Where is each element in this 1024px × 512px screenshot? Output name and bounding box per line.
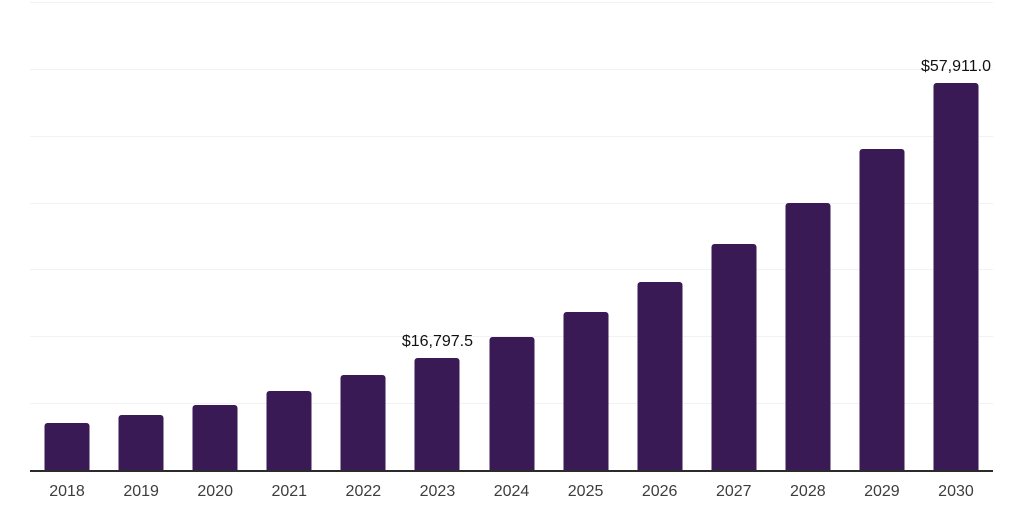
bar-value-label-2023: $16,797.5 — [401, 332, 474, 350]
bar-slot-2028 — [771, 2, 845, 470]
x-axis-label-2030: 2030 — [938, 483, 974, 500]
x-axis: 2018 2019 2020 2021 2022 2023 2024 2025 2026 2027… — [30, 484, 993, 500]
gridline — [30, 269, 993, 270]
bar-2025 — [563, 312, 609, 470]
bar-slot-2029 — [845, 2, 919, 470]
bar-slot-2018 — [30, 2, 104, 470]
bar-slot-2025 — [549, 2, 623, 470]
bar-2027 — [711, 244, 757, 470]
x-axis-label-2027: 2027 — [715, 483, 752, 500]
gridline — [30, 69, 993, 70]
bar-2018 — [44, 422, 90, 470]
x-axis-label-2022: 2022 — [345, 483, 382, 500]
x-axis-label-2020: 2020 — [197, 483, 233, 500]
bar-slot-2027 — [697, 2, 771, 470]
bar-2019 — [118, 415, 164, 470]
x-axis-label-2026: 2026 — [641, 483, 678, 500]
gridline — [30, 203, 993, 204]
bar-slot-2026 — [623, 2, 697, 470]
bar-2022 — [340, 375, 386, 470]
x-axis-label-2029: 2029 — [864, 483, 900, 500]
bar-slot-2030: $57,911.0 — [919, 2, 993, 470]
gridline — [30, 2, 993, 3]
bar-slot-2024 — [474, 2, 548, 470]
x-axis-label-2023: 2023 — [419, 483, 456, 500]
x-axis-label-2021: 2021 — [271, 483, 308, 500]
gridline — [30, 136, 993, 137]
bar-2029 — [859, 148, 905, 470]
gridline — [30, 336, 993, 337]
bar-slot-2023: $16,797.5 — [400, 2, 474, 470]
x-axis-label-2025: 2025 — [567, 483, 604, 500]
bar-slot-2021 — [252, 2, 326, 470]
chart-plot-area: $16,797.5 $57,911.0 — [30, 2, 993, 472]
bar-slot-2019 — [104, 2, 178, 470]
bar-series: $16,797.5 $57,911.0 — [30, 2, 993, 470]
bar-2021 — [266, 391, 312, 470]
bar-2024 — [489, 337, 534, 470]
bar-2023 — [414, 357, 460, 470]
bar-slot-2020 — [178, 2, 252, 470]
bar-2020 — [192, 404, 238, 470]
x-axis-label-2018: 2018 — [49, 483, 85, 500]
bar-2026 — [637, 281, 683, 470]
x-axis-label-2019: 2019 — [123, 483, 159, 500]
bar-2030 — [933, 82, 979, 470]
x-axis-label-2024: 2024 — [493, 483, 530, 500]
bar-value-label-2030: $57,911.0 — [920, 57, 991, 75]
bar-2028 — [785, 202, 831, 470]
x-axis-label-2028: 2028 — [790, 483, 826, 500]
bar-slot-2022 — [326, 2, 400, 470]
